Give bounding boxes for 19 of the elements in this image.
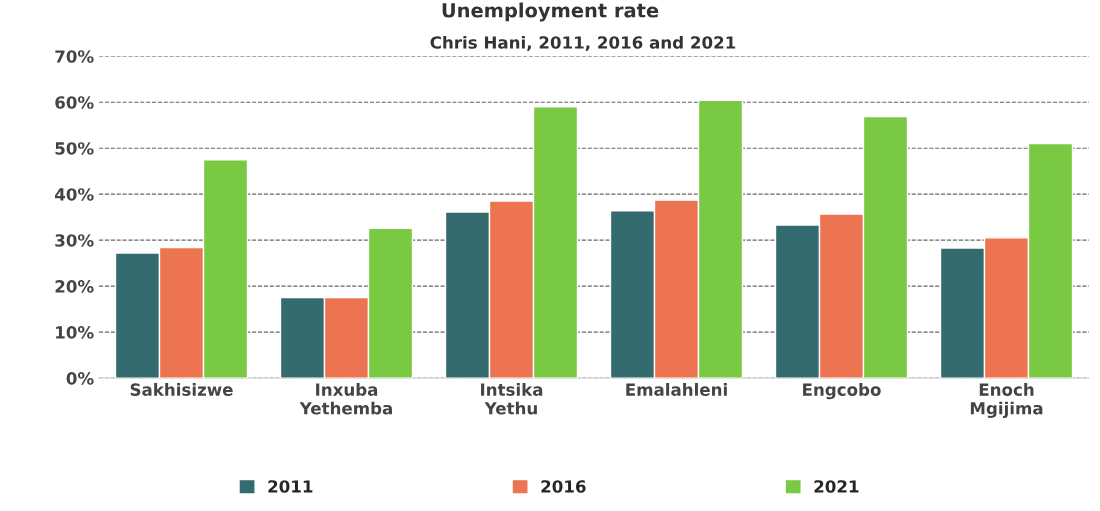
legend-label: 2011 bbox=[268, 480, 313, 493]
chart-title: Unemployment rate bbox=[442, 2, 659, 22]
legend-label: 2021 bbox=[814, 480, 859, 493]
x-tick-label: Sakhisizwe bbox=[130, 383, 233, 396]
y-tick-label: 50% bbox=[55, 142, 94, 155]
chart-subtitle: Chris Hani, 2011, 2016 and 2021 bbox=[430, 35, 736, 51]
x-tick-label: Intsika Yethu bbox=[481, 383, 543, 415]
y-tick-label: 40% bbox=[55, 188, 94, 201]
y-tick-label: 30% bbox=[55, 234, 94, 247]
legend-label: 2016 bbox=[541, 480, 586, 493]
y-tick-label: 20% bbox=[55, 280, 94, 293]
y-tick-label: 60% bbox=[55, 96, 94, 109]
y-tick-label: 10% bbox=[56, 326, 94, 339]
x-tick-label: Emalahleni bbox=[626, 383, 727, 396]
x-tick-label: Engcobo bbox=[803, 383, 881, 400]
x-tick-label: Enoch Mgijima bbox=[970, 383, 1043, 418]
x-tick-label: Inxuba Yethemba bbox=[299, 383, 392, 415]
y-tick-label: 0% bbox=[66, 372, 94, 385]
y-tick-label: 70% bbox=[55, 50, 94, 63]
